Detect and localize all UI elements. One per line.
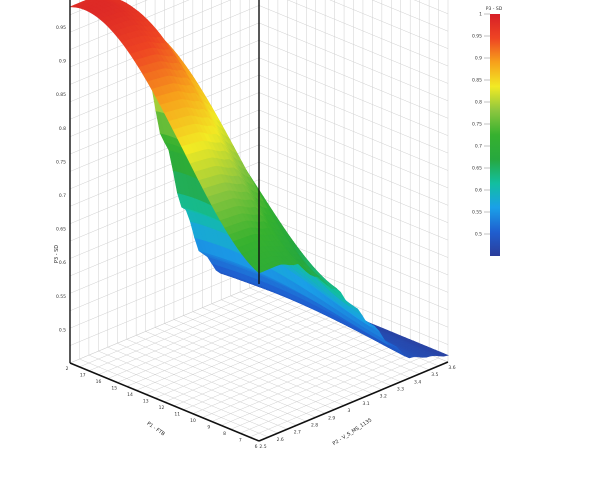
- x-tick-label: 6: [255, 444, 258, 450]
- y-tick-label: 2.7: [294, 430, 301, 436]
- colorbar-tick-label: 0.5: [475, 232, 482, 238]
- grid-line: [136, 311, 326, 391]
- grid-line: [202, 307, 392, 386]
- colorbar-tick-label: 0.7: [475, 144, 482, 150]
- grid-line: [258, 127, 449, 206]
- grid-line: [258, 22, 449, 102]
- x-tick-label: 2: [66, 366, 69, 372]
- grid-line: [69, 283, 260, 364]
- grid-line: [69, 266, 260, 346]
- colorbar-tick-label: 0.9: [475, 56, 482, 62]
- grid-line: [126, 307, 316, 387]
- x-tick-label: 11: [174, 412, 180, 418]
- grid-line: [98, 295, 288, 375]
- colorbar-tick-label: 0.8: [475, 100, 482, 106]
- grid-line: [192, 311, 382, 390]
- grid-line: [258, 179, 449, 258]
- grid-line: [258, 161, 449, 241]
- x-tick-label: 12: [159, 405, 165, 411]
- grid-line: [183, 315, 373, 394]
- z-tick-label: 0.65: [56, 227, 66, 233]
- y-tick-label: 3.6: [448, 365, 455, 371]
- x-tick-label: 8: [223, 431, 226, 437]
- y-tick-label: 2.6: [277, 437, 284, 443]
- grid-line: [258, 40, 449, 119]
- z-tick-label: 0.95: [56, 25, 66, 31]
- y-tick-label: 3.3: [397, 387, 404, 393]
- grid-line: [154, 318, 345, 399]
- colorbar-tick-label: 0.95: [472, 34, 482, 40]
- axes: [69, 0, 449, 442]
- x-tick-label: 16: [96, 379, 102, 385]
- y-tick-label: 2.8: [311, 422, 318, 428]
- y-tick-label: 2.9: [328, 415, 335, 421]
- z-tick-label: 0.75: [56, 159, 66, 165]
- grid-line: [258, 109, 449, 189]
- x-tick-label: 7: [239, 438, 242, 444]
- z-tick-label: 0.9: [59, 59, 66, 65]
- x-tick-label: 10: [190, 418, 196, 424]
- z-tick-label: 0.8: [59, 126, 66, 132]
- grid-line: [88, 291, 278, 372]
- grid-line: [117, 303, 307, 383]
- grid-line: [258, 214, 449, 293]
- y-tick-label: 3.2: [380, 394, 387, 400]
- z-axis-title: P3 - SD: [54, 245, 60, 263]
- colorbar-bar: [490, 14, 500, 256]
- y-axis-line: [258, 361, 449, 442]
- y-tick-label: 3.4: [414, 379, 421, 385]
- colorbar-title: P3 - SD: [486, 6, 503, 12]
- grid-line: [221, 299, 411, 379]
- grid-line: [69, 109, 260, 190]
- grid-line: [240, 291, 430, 371]
- grid-line: [79, 287, 269, 368]
- x-tick-label: 13: [143, 399, 149, 405]
- colorbar-tick-label: 0.55: [472, 210, 482, 216]
- y-axis-title: P2 - V_S_MS_1135: [332, 417, 373, 447]
- colorbar-tick-label: 0.85: [472, 78, 482, 84]
- grid-line: [258, 5, 449, 84]
- y-tick-label: 3.1: [363, 401, 370, 407]
- grid-line: [69, 0, 190, 50]
- grid-line: [258, 196, 449, 276]
- grid-line: [258, 57, 449, 136]
- colorbar: P3 - SD 1 0.95 0.9 0.85 0.8 0.75 0.7 0.65 0.6 0.5…: [472, 6, 503, 256]
- colorbar-tick-label: 0.75: [472, 122, 482, 128]
- colorbar-tick-label: 1: [479, 12, 482, 18]
- colorbar-tick-label: 0.65: [472, 166, 482, 172]
- colorbar-tick-label: 0.6: [475, 188, 482, 194]
- x-axis-line: [69, 362, 260, 442]
- grid-line: [211, 303, 401, 382]
- z-tick-label: 0.85: [56, 92, 66, 98]
- x-tick-label: 14: [127, 392, 133, 398]
- y-tick-label: 2.5: [259, 444, 266, 450]
- grid-line: [230, 295, 420, 375]
- grid-line: [173, 319, 364, 398]
- grid-line: [145, 314, 335, 395]
- grid-line: [69, 0, 232, 68]
- x-tick-label: 9: [207, 425, 210, 431]
- surface: [69, 0, 450, 359]
- grid-line: [413, 0, 449, 15]
- z-tick-label: 0.6: [59, 260, 66, 266]
- grid-line: [329, 0, 449, 49]
- y-tick-label: 3.5: [431, 372, 438, 378]
- z-tick-label: 0.5: [59, 327, 66, 333]
- x-tick-label: 17: [80, 373, 86, 379]
- z-tick-label: 0.55: [56, 294, 66, 300]
- grid-line: [107, 299, 297, 379]
- grid-line: [287, 0, 449, 67]
- grid-line: [164, 323, 354, 402]
- grid-line: [258, 74, 449, 154]
- x-tick-label: 15: [111, 386, 117, 392]
- grid-line: [258, 144, 449, 223]
- grid-line: [258, 92, 449, 171]
- x-axis-title: P1 - FTB: [145, 421, 166, 438]
- tick-labels: 6 7 8 9 10 11 12 13 14 15 16 17 2 2.5 2.6 2.7 2.8 2.9 3 3.1…: [56, 25, 456, 450]
- z-tick-label: 0.7: [59, 193, 66, 199]
- y-tick-label: 3: [347, 408, 350, 414]
- grid-line: [371, 0, 449, 32]
